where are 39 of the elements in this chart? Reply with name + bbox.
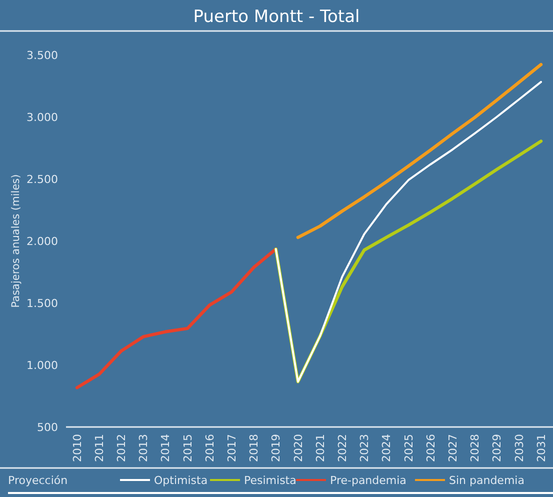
x-tick-label: 2016 [203, 434, 216, 462]
x-tick-label: 2021 [314, 434, 327, 462]
y-tick-label: 3.000 [26, 110, 58, 124]
y-tick-label: 2.000 [26, 234, 58, 248]
x-tick-label: 2020 [292, 434, 305, 462]
line-series [274, 80, 542, 383]
x-tick-label: 2024 [380, 434, 394, 462]
x-tick-label: 2030 [512, 434, 526, 462]
chart-title: Puerto Montt - Total [193, 7, 360, 27]
x-tick-label: 2031 [534, 434, 548, 462]
x-tick-label: 2011 [92, 434, 106, 462]
x-tick-label: 2023 [358, 434, 372, 462]
y-tick-label: 3.500 [26, 48, 58, 62]
x-tick-label: 2013 [137, 434, 150, 462]
x-tick-label: 2018 [248, 434, 261, 462]
x-tick-label: 2025 [402, 434, 416, 462]
x-tick-label: 2017 [226, 434, 239, 462]
y-axis-title: Pasajeros anuales (miles) [10, 174, 22, 308]
legend-title: Proyección [8, 474, 68, 487]
x-tick-label: 2015 [181, 434, 194, 462]
x-tick-label: 2022 [336, 434, 349, 462]
y-tick-label: 1.500 [26, 296, 58, 310]
legend-label: Sin pandemia [449, 474, 524, 487]
x-tick-label: 2019 [270, 434, 283, 462]
x-tick-label: 2012 [115, 434, 128, 462]
y-tick-label: 2.500 [26, 172, 58, 186]
legend-label: Pre-pandemia [330, 474, 406, 487]
x-tick-label: 2014 [159, 434, 172, 462]
line-series [296, 62, 543, 240]
x-tick-label: 2026 [424, 434, 438, 462]
y-tick-label: 500 [37, 420, 58, 434]
line-series [75, 247, 278, 390]
x-tick-label: 2029 [490, 434, 504, 462]
legend-label: Optimista [154, 474, 208, 487]
legend-label: Pesimista [244, 474, 296, 487]
x-tick-label: 2010 [70, 434, 84, 462]
y-tick-label: 1.000 [26, 358, 58, 372]
x-tick-label: 2027 [446, 434, 460, 462]
x-tick-label: 2028 [468, 434, 482, 462]
